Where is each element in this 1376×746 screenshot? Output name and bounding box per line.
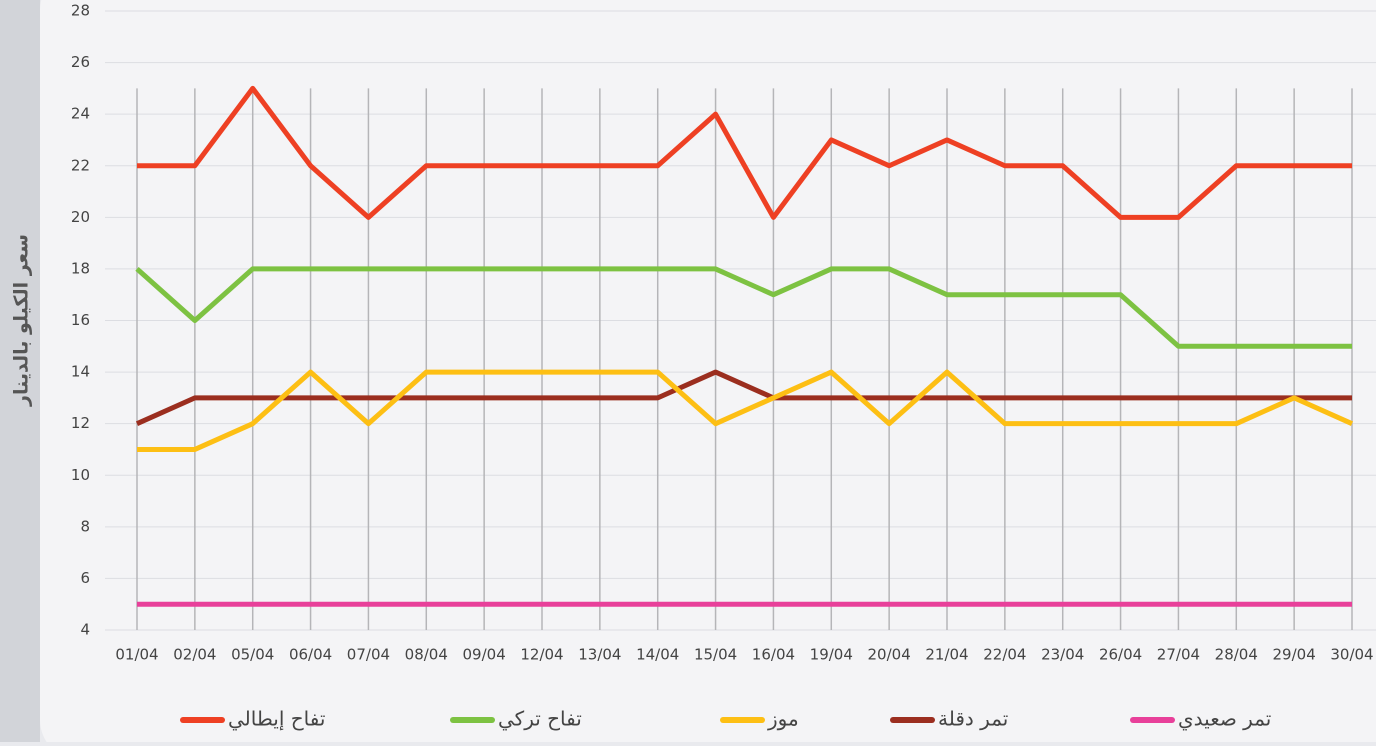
series-line — [135, 266, 1352, 349]
x-tick-label: 01/04 — [115, 646, 158, 664]
legend-label: موز — [767, 707, 799, 731]
y-tick-label: 22 — [71, 156, 90, 174]
y-tick-label: 8 — [80, 517, 90, 535]
x-tick-label: 21/04 — [925, 646, 968, 664]
y-tick-label: 20 — [71, 208, 90, 226]
x-tick-label: 28/04 — [1215, 646, 1258, 664]
y-tick-label: 10 — [71, 466, 90, 484]
x-tick-label: 19/04 — [810, 646, 853, 664]
x-tick-label: 08/04 — [405, 646, 448, 664]
y-tick-label: 4 — [80, 621, 90, 639]
x-tick-label: 15/04 — [694, 646, 737, 664]
legend-swatch — [450, 717, 495, 723]
legend-label: تفاح تركي — [498, 707, 582, 732]
x-tick-label: 02/04 — [173, 646, 216, 664]
y-tick-label: 28 — [71, 2, 90, 20]
legend-swatch — [180, 717, 225, 723]
legend-label: تمر دقلة — [938, 707, 1008, 731]
series-line — [137, 85, 1352, 220]
x-tick-label: 16/04 — [752, 646, 795, 664]
legend-label: تفاح إيطالي — [228, 707, 325, 732]
x-tick-label: 14/04 — [636, 646, 679, 664]
y-tick-label: 6 — [80, 569, 90, 587]
legend-swatch — [1130, 717, 1175, 723]
y-tick-label: 18 — [71, 259, 90, 277]
x-tick-label: 13/04 — [578, 646, 621, 664]
legend-swatch — [890, 717, 935, 723]
y-tick-label: 26 — [71, 53, 90, 71]
x-tick-label: 29/04 — [1273, 646, 1316, 664]
y-tick-label: 14 — [71, 363, 90, 381]
y-tick-label: 24 — [71, 105, 90, 123]
x-tick-label: 12/04 — [520, 646, 563, 664]
y-axis-label: سعر الكيلو بالدينار — [11, 234, 33, 407]
side-strip — [0, 0, 40, 742]
x-tick-label: 22/04 — [983, 646, 1026, 664]
x-tick-label: 05/04 — [231, 646, 274, 664]
series-line — [137, 369, 1354, 452]
x-tick-label: 26/04 — [1099, 646, 1142, 664]
panel — [40, 0, 1376, 746]
legend-swatch — [720, 717, 765, 723]
x-tick-label: 30/04 — [1330, 646, 1373, 664]
x-tick-label: 09/04 — [463, 646, 506, 664]
x-tick-label: 06/04 — [289, 646, 332, 664]
y-tick-label: 12 — [71, 414, 90, 432]
x-tick-label: 27/04 — [1157, 646, 1200, 664]
y-tick-label: 16 — [71, 311, 90, 329]
x-tick-label: 20/04 — [868, 646, 911, 664]
x-tick-label: 07/04 — [347, 646, 390, 664]
legend-label: تمر صعيدي — [1178, 707, 1271, 732]
x-tick-label: 23/04 — [1041, 646, 1084, 664]
